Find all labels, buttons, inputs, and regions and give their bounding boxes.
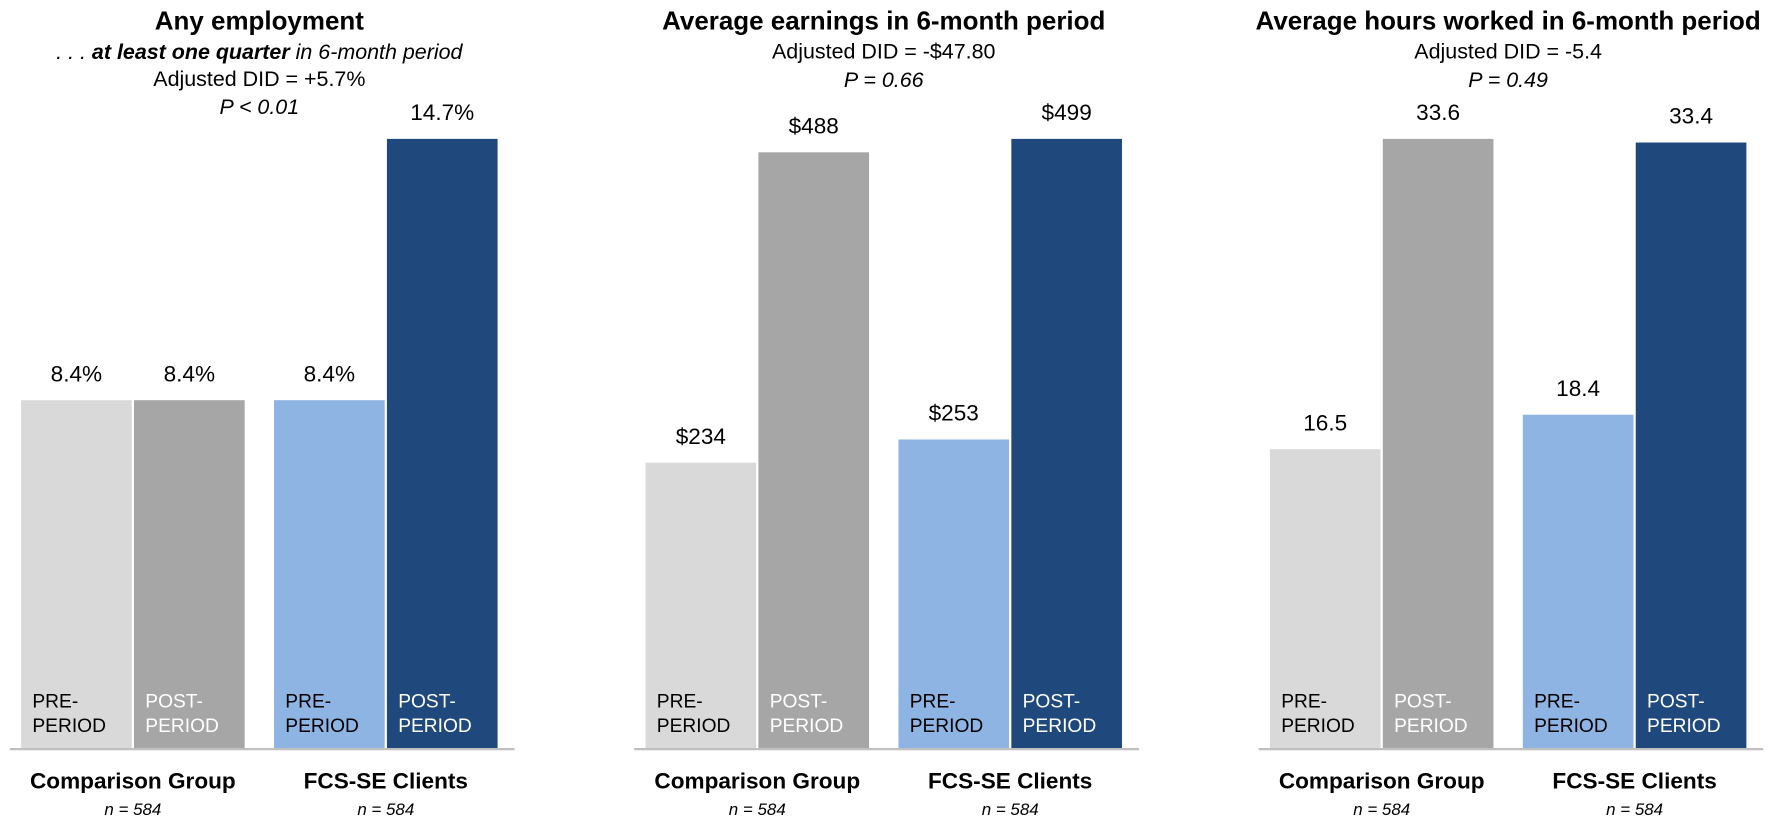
value-label: 33.4 <box>1669 104 1713 129</box>
bar-label: POST- <box>1647 691 1705 712</box>
bar-label: POST- <box>1394 691 1452 712</box>
value-label: 33.6 <box>1416 100 1460 125</box>
bar-label: PERIOD <box>285 716 359 737</box>
value-label: 14.7% <box>410 100 474 125</box>
bar-label: PERIOD <box>770 716 844 737</box>
bar <box>645 462 757 749</box>
group-note: n = 584 <box>1606 800 1663 819</box>
group-label: Comparison Group <box>654 768 860 793</box>
bar-label: POST- <box>145 691 203 712</box>
annotation: P = 0.66 <box>844 68 924 92</box>
bar-label: PERIOD <box>910 716 984 737</box>
group-note: n = 584 <box>1353 800 1410 819</box>
panel: Any employment . . . at least one quarter… <box>9 5 515 819</box>
bar <box>1522 414 1634 749</box>
annotation: P < 0.01 <box>220 95 300 119</box>
annotation: Adjusted DID = +5.7% <box>153 67 365 91</box>
bar <box>386 138 498 749</box>
subtitle-part: in 6-month period <box>290 40 464 64</box>
group-note: n = 584 <box>104 800 161 819</box>
bar-label: POST- <box>1023 691 1081 712</box>
panel: Average hours worked in 6-month period Ad… <box>1256 5 1764 819</box>
value-label: 8.4% <box>164 361 215 386</box>
value-label: 18.4 <box>1556 376 1600 401</box>
subtitle-part: at least one quarter <box>92 40 291 64</box>
subtitle: . . . at least one quarter in 6-month pe… <box>56 40 463 64</box>
value-label: $234 <box>676 424 726 449</box>
bar-label: PERIOD <box>398 716 472 737</box>
bar-label: PERIOD <box>145 716 219 737</box>
group-label: Comparison Group <box>30 768 236 793</box>
panel: Average earnings in 6-month period Adjust… <box>634 5 1139 819</box>
bar <box>1382 138 1494 749</box>
bar <box>274 400 385 749</box>
bar <box>1011 138 1122 749</box>
group-label: FCS-SE Clients <box>304 768 468 793</box>
bar-label: POST- <box>770 691 828 712</box>
chart-title: Any employment <box>155 5 364 35</box>
bar <box>1269 449 1381 749</box>
subtitle-part: . . . <box>56 40 92 64</box>
bar-label: PERIOD <box>1394 716 1468 737</box>
group-label: FCS-SE Clients <box>1552 768 1716 793</box>
group-note: n = 584 <box>982 800 1039 819</box>
group-label: Comparison Group <box>1279 768 1485 793</box>
bar-label: PERIOD <box>32 716 106 737</box>
bar <box>21 400 132 749</box>
value-label: $499 <box>1042 100 1092 125</box>
annotation: Adjusted DID = -$47.80 <box>772 40 996 64</box>
bar-label: PRE- <box>285 691 331 712</box>
chart-title: Average earnings in 6-month period <box>662 5 1105 35</box>
bar-label: PRE- <box>1534 691 1580 712</box>
bar <box>134 400 245 749</box>
bar <box>898 439 1010 749</box>
value-label: 8.4% <box>51 361 102 386</box>
bar-label: PERIOD <box>657 716 731 737</box>
bar-label: PRE- <box>32 691 78 712</box>
annotation: P = 0.49 <box>1468 68 1548 92</box>
bar <box>758 152 870 749</box>
chart-title: Average hours worked in 6-month period <box>1256 5 1761 35</box>
bar-label: PERIOD <box>1647 716 1721 737</box>
value-label: $488 <box>789 113 839 138</box>
value-label: $253 <box>929 401 979 426</box>
group-note: n = 584 <box>729 800 786 819</box>
bar-label: PRE- <box>910 691 956 712</box>
value-label: 8.4% <box>304 361 355 386</box>
bar-label: PERIOD <box>1534 716 1608 737</box>
group-label: FCS-SE Clients <box>928 768 1092 793</box>
bar-label: PRE- <box>657 691 703 712</box>
bar-label: POST- <box>398 691 456 712</box>
bar-label: PERIOD <box>1023 716 1097 737</box>
annotation: Adjusted DID = -5.4 <box>1414 40 1602 64</box>
group-note: n = 584 <box>357 800 414 819</box>
value-label: 16.5 <box>1303 410 1347 435</box>
bar <box>1635 142 1747 749</box>
bar-label: PRE- <box>1281 691 1327 712</box>
bar-label: PERIOD <box>1281 716 1355 737</box>
